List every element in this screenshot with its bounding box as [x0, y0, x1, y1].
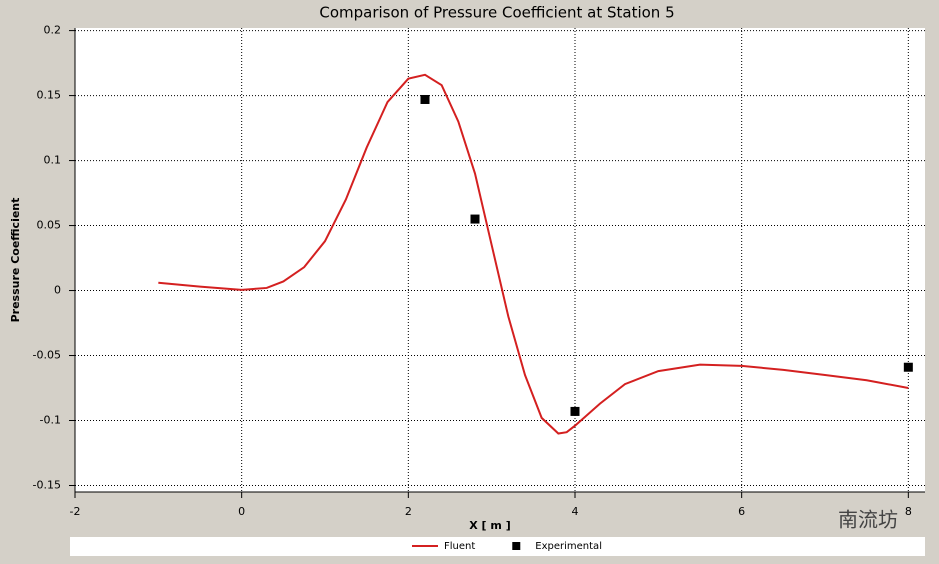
x-tick-label: -2 — [70, 505, 81, 518]
watermark: 南流坊 — [838, 508, 898, 532]
legend-swatch — [512, 542, 521, 550]
x-tick-label: 2 — [405, 505, 412, 518]
line-series — [158, 73, 909, 435]
y-tick-label: 0.1 — [44, 154, 62, 167]
y-axis-label: Pressure Coefficient — [9, 198, 22, 323]
y-tick-label: -0.05 — [33, 349, 61, 362]
x-tick-label: 4 — [572, 505, 579, 518]
legend-box — [70, 537, 925, 556]
chart-title: Comparison of Pressure Coefficient at St… — [319, 4, 674, 22]
marker — [420, 94, 430, 104]
x-tick-label: 6 — [738, 505, 745, 518]
plot-area — [75, 28, 925, 492]
x-axis-label: X [ m ] — [469, 519, 511, 532]
y-tick-label: 0.15 — [37, 89, 62, 102]
y-tick-label: 0.2 — [44, 24, 62, 37]
marker — [470, 214, 480, 224]
y-tick-label: -0.1 — [40, 414, 61, 427]
y-tick-label: 0 — [54, 284, 61, 297]
y-tick-label: 0.05 — [37, 219, 62, 232]
x-tick-label: 0 — [238, 505, 245, 518]
legend-label: Fluent — [444, 541, 475, 552]
y-tick-label: -0.15 — [33, 479, 61, 492]
legend-label: Experimental — [535, 541, 602, 552]
x-tick-label: 8 — [905, 505, 912, 518]
marker — [570, 406, 580, 416]
marker — [903, 362, 913, 372]
